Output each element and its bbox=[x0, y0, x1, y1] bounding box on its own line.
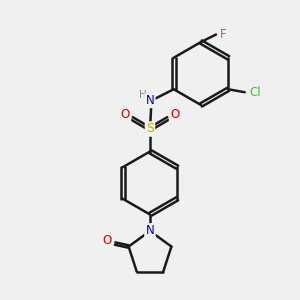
Text: F: F bbox=[220, 28, 227, 41]
Text: S: S bbox=[146, 122, 154, 136]
Text: O: O bbox=[170, 108, 179, 122]
Text: N: N bbox=[146, 224, 154, 238]
Text: N: N bbox=[146, 224, 154, 238]
Text: N: N bbox=[146, 94, 154, 107]
Text: O: O bbox=[121, 108, 130, 122]
Text: Cl: Cl bbox=[250, 86, 261, 99]
Text: H: H bbox=[139, 90, 147, 100]
Text: O: O bbox=[102, 234, 112, 247]
